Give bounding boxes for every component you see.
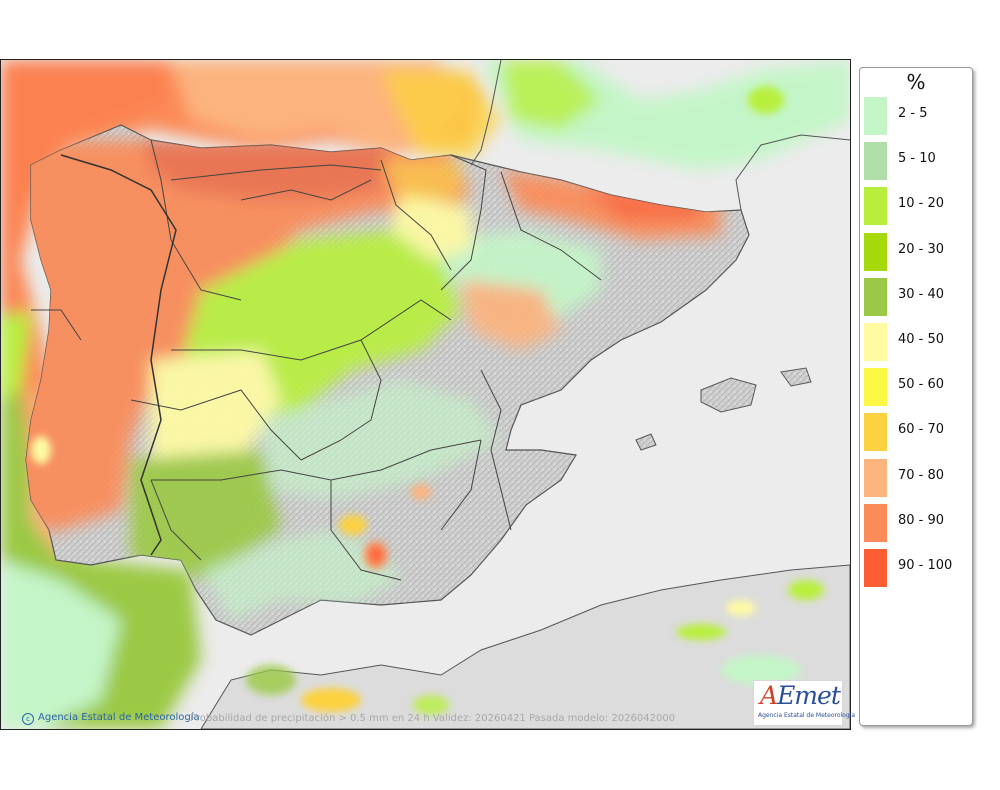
legend-swatch <box>864 413 887 452</box>
legend-title: % <box>906 70 926 94</box>
legend-swatch <box>864 458 887 497</box>
legend-swatch <box>864 503 887 542</box>
aemet-logo[interactable]: AEmet Agencia Estatal de Meteorología <box>753 680 855 726</box>
legend-swatch <box>864 97 887 135</box>
legend-label: 40 - 50 <box>898 332 945 347</box>
legend-item: 5 - 10 <box>864 140 970 182</box>
legend-label: 10 - 20 <box>898 196 945 212</box>
legend-label: 2 - 5 <box>898 106 928 121</box>
administrative-borders <box>31 139 602 581</box>
legend-label: 90 - 100 <box>898 558 953 573</box>
legend-item: 50 - 60 <box>864 366 970 408</box>
logo-accent-letter: A <box>760 681 778 710</box>
map-viewport[interactable] <box>0 59 851 730</box>
legend-label: 5 - 10 <box>898 151 936 167</box>
agency-credit[interactable]: c Agencia Estatal de Meteorología <box>22 712 200 725</box>
legend-label: 70 - 80 <box>898 467 945 483</box>
legend-swatch <box>864 142 887 181</box>
legend-item: 2 - 5 <box>864 95 970 137</box>
probability-field-land <box>26 140 721 620</box>
copyright-icon: c <box>22 713 34 725</box>
precipitation-probability-map <box>1 60 850 729</box>
legend-item: 90 - 100 <box>864 547 970 589</box>
legend-swatch <box>864 232 887 271</box>
probability-field-africa <box>246 86 824 715</box>
legend-item: 70 - 80 <box>864 457 970 499</box>
legend-swatch <box>864 323 887 361</box>
logo-word-rest: Emet <box>777 681 841 710</box>
credit-text: Agencia Estatal de Meteorología <box>38 712 200 723</box>
legend-panel: % 2 - 5 5 - 10 10 - 20 20 - 30 30 - 40 40 - 5… <box>859 67 973 726</box>
legend-label: 30 - 40 <box>898 286 945 302</box>
legend-label: 50 - 60 <box>898 377 945 393</box>
balearic-islands <box>635 367 812 451</box>
gulf-of-lion-coast <box>735 134 850 211</box>
logo-subtitle: Agencia Estatal de Meteorología <box>758 712 855 719</box>
legend-item: 40 - 50 <box>864 321 970 363</box>
logo-wordmark: AEmet <box>760 681 841 710</box>
legend-swatch <box>864 277 887 316</box>
legend-item: 30 - 40 <box>864 276 970 318</box>
legend-item: 10 - 20 <box>864 185 970 227</box>
legend-swatch <box>864 549 887 587</box>
legend-item: 80 - 90 <box>864 502 970 544</box>
legend-label: 20 - 30 <box>898 241 945 257</box>
legend-label: 60 - 70 <box>898 422 945 438</box>
legend-swatch <box>864 368 887 407</box>
legend-swatch <box>864 187 887 226</box>
portugal-spain-border <box>60 154 177 556</box>
french-coast <box>470 60 502 166</box>
legend-item: 60 - 70 <box>864 411 970 453</box>
map-caption: Probabilidad de precipitación > 0.5 mm e… <box>190 713 676 724</box>
legend-label: 80 - 90 <box>898 512 945 528</box>
legend-item: 20 - 30 <box>864 231 970 273</box>
